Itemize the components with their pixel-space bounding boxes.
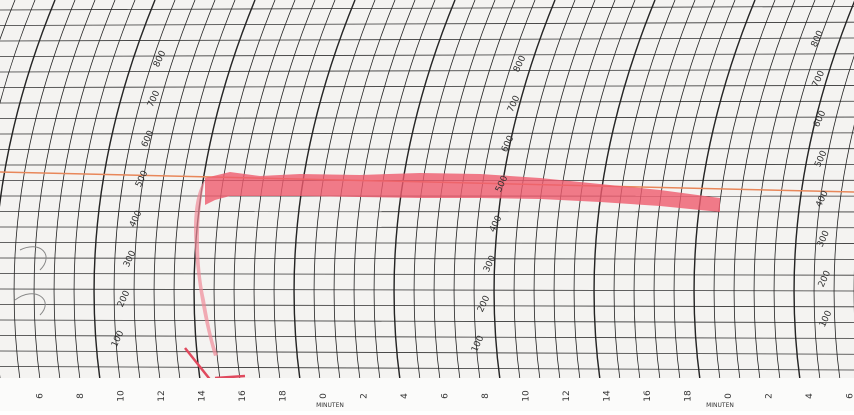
minute-label: 12 (157, 390, 167, 401)
minute-label: 10 (117, 390, 127, 402)
paper-background (0, 0, 854, 411)
minute-label: 6 (441, 393, 451, 399)
minute-label: 18 (684, 390, 694, 402)
minute-label: 16 (238, 390, 248, 402)
minute-label: 8 (481, 393, 491, 399)
minute-label: 12 (562, 390, 572, 401)
minute-label: 2 (360, 393, 370, 399)
minute-label: 2 (765, 393, 775, 399)
minute-label: 6 (846, 393, 854, 399)
unit-label: MINUTEN (706, 402, 734, 409)
minute-label: 16 (643, 390, 653, 402)
minute-label: 4 (400, 393, 410, 399)
minute-label: 18 (279, 390, 289, 402)
minute-label: 0 (724, 393, 734, 399)
minute-label: 8 (76, 393, 86, 399)
minute-label: 4 (805, 393, 815, 399)
minute-label: 14 (198, 390, 208, 402)
minute-label: 6 (36, 393, 46, 399)
minute-label: 10 (522, 390, 532, 402)
chart-paper-photo: 68101214161802468101214161802468MINUTENM… (0, 0, 854, 411)
unit-label: MINUTEN (316, 402, 344, 409)
minute-label: 14 (603, 390, 613, 402)
minute-label: 0 (319, 393, 329, 399)
